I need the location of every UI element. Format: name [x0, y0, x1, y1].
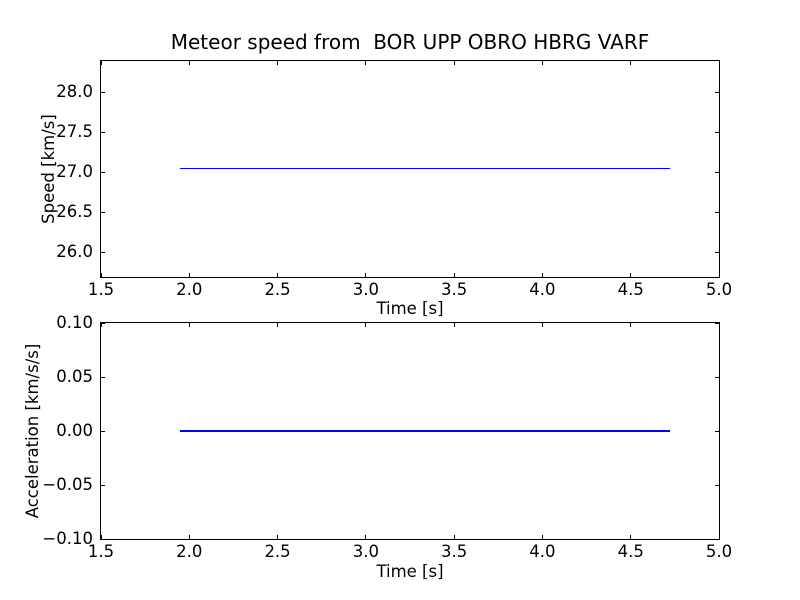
- time-axis-label-top: Time [s]: [376, 299, 444, 318]
- x-tick-label: 2.5: [264, 542, 291, 561]
- x-tick-label: 4.0: [529, 542, 556, 561]
- y-tick-mark: [715, 322, 719, 324]
- x-tick-label: 4.5: [617, 280, 644, 299]
- y-tick-mark: [715, 430, 719, 432]
- y-tick-mark: [101, 484, 105, 486]
- x-tick-mark: [541, 535, 543, 539]
- x-tick-label: 3.5: [441, 542, 468, 561]
- y-tick-label: 26.5: [56, 201, 93, 221]
- x-tick-mark: [541, 273, 543, 277]
- x-tick-label: 5.0: [705, 542, 733, 561]
- x-tick-mark: [630, 273, 632, 277]
- y-tick-mark: [101, 132, 105, 134]
- y-tick-mark: [101, 211, 105, 213]
- y-tick-label: 0.05: [56, 366, 93, 386]
- y-tick-label: 0.10: [56, 312, 93, 332]
- y-tick-mark: [715, 172, 719, 174]
- x-tick-mark: [453, 61, 455, 65]
- x-tick-mark: [718, 323, 720, 327]
- x-tick-mark: [188, 323, 190, 327]
- x-tick-mark: [365, 323, 367, 327]
- y-tick-mark: [101, 322, 105, 324]
- x-tick-mark: [718, 535, 720, 539]
- x-tick-mark: [100, 273, 102, 277]
- x-tick-mark: [188, 535, 190, 539]
- x-tick-label: 2.0: [176, 280, 203, 299]
- speed-subplot: 1.5 2.0 2.5 3.0 3.5 4.0 4.5 5.0 26.0 26.5 27.0 27.5…: [56, 60, 732, 299]
- x-tick-label: 3.5: [441, 280, 468, 299]
- acceleration-subplot: 1.5 2.0 2.5 3.0 3.5 4.0 4.5 5.0 −0.10 −0.05 0.00 0.…: [42, 313, 732, 561]
- x-tick-label: 5.0: [705, 280, 733, 299]
- x-tick-label: 1.5: [87, 542, 115, 561]
- x-tick-mark: [277, 273, 279, 277]
- y-tick-mark: [715, 251, 719, 253]
- x-tick-label: 2.5: [264, 280, 291, 299]
- x-tick-mark: [630, 323, 632, 327]
- x-tick-mark: [630, 535, 632, 539]
- chart-title: Meteor speed from BOR UPP OBRO HBRG VARF: [170, 30, 650, 54]
- y-tick-label: 28.0: [56, 82, 93, 102]
- x-tick-mark: [718, 61, 720, 65]
- x-tick-mark: [718, 273, 720, 277]
- x-tick-mark: [100, 61, 102, 65]
- y-tick-label: −0.10: [42, 528, 93, 548]
- x-tick-label: 3.0: [352, 280, 379, 299]
- x-tick-mark: [365, 61, 367, 65]
- y-tick-label: 26.0: [56, 241, 93, 261]
- x-tick-mark: [453, 273, 455, 277]
- x-tick-mark: [541, 61, 543, 65]
- y-tick-mark: [101, 430, 105, 432]
- y-tick-mark: [715, 484, 719, 486]
- x-tick-mark: [277, 61, 279, 65]
- x-tick-mark: [188, 273, 190, 277]
- acceleration-axis-label: Acceleration [km/s/s]: [23, 343, 42, 519]
- x-tick-mark: [541, 323, 543, 327]
- speed-line: [180, 167, 670, 170]
- x-tick-mark: [630, 61, 632, 65]
- x-tick-mark: [453, 323, 455, 327]
- y-tick-mark: [101, 538, 105, 540]
- x-tick-mark: [453, 535, 455, 539]
- x-tick-label: 1.5: [87, 280, 115, 299]
- y-tick-mark: [101, 376, 105, 378]
- y-tick-mark: [715, 538, 719, 540]
- x-tick-mark: [365, 535, 367, 539]
- x-tick-label: 4.5: [617, 542, 644, 561]
- y-tick-mark: [715, 376, 719, 378]
- x-tick-label: 3.0: [352, 542, 379, 561]
- x-tick-mark: [277, 535, 279, 539]
- y-tick-label: −0.05: [42, 474, 93, 494]
- x-tick-mark: [100, 535, 102, 539]
- y-tick-mark: [101, 92, 105, 94]
- y-tick-label: 0.00: [56, 420, 93, 440]
- x-tick-label: 2.0: [176, 542, 203, 561]
- y-tick-mark: [715, 132, 719, 134]
- y-tick-mark: [101, 172, 105, 174]
- y-tick-mark: [101, 251, 105, 253]
- speed-axis-label: Speed [km/s]: [39, 114, 58, 224]
- x-tick-mark: [277, 323, 279, 327]
- acceleration-line: [180, 430, 670, 432]
- x-tick-mark: [365, 273, 367, 277]
- y-tick-label: 27.5: [56, 122, 93, 142]
- x-tick-mark: [100, 323, 102, 327]
- time-axis-label-bottom: Time [s]: [376, 562, 444, 581]
- x-tick-mark: [188, 61, 190, 65]
- y-tick-label: 27.0: [56, 162, 93, 182]
- y-tick-mark: [715, 92, 719, 94]
- x-tick-label: 4.0: [529, 280, 556, 299]
- y-tick-mark: [715, 211, 719, 213]
